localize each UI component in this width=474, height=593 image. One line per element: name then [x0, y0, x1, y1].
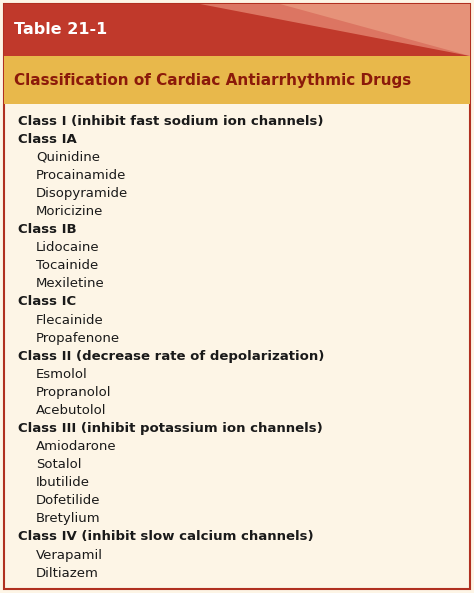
Text: Class III (inhibit potassium ion channels): Class III (inhibit potassium ion channel… — [18, 422, 323, 435]
Text: Table 21-1: Table 21-1 — [14, 23, 107, 37]
Text: Quinidine: Quinidine — [36, 151, 100, 164]
Text: Class I (inhibit fast sodium ion channels): Class I (inhibit fast sodium ion channel… — [18, 114, 323, 127]
Text: Classification of Cardiac Antiarrhythmic Drugs: Classification of Cardiac Antiarrhythmic… — [14, 72, 411, 88]
Text: Disopyramide: Disopyramide — [36, 187, 128, 200]
Text: Class IA: Class IA — [18, 133, 77, 146]
Text: Class IC: Class IC — [18, 295, 76, 308]
Text: Lidocaine: Lidocaine — [36, 241, 100, 254]
Text: Verapamil: Verapamil — [36, 549, 103, 562]
Text: Tocainide: Tocainide — [36, 259, 98, 272]
Text: Class IB: Class IB — [18, 223, 77, 236]
Polygon shape — [280, 4, 470, 56]
Text: Diltiazem: Diltiazem — [36, 566, 99, 579]
Text: Amiodarone: Amiodarone — [36, 440, 117, 453]
Text: Flecainide: Flecainide — [36, 314, 104, 327]
Text: Moricizine: Moricizine — [36, 205, 103, 218]
Bar — [4, 4, 470, 56]
Text: Class II (decrease rate of depolarization): Class II (decrease rate of depolarizatio… — [18, 350, 324, 363]
Text: Acebutolol: Acebutolol — [36, 404, 107, 417]
Text: Propafenone: Propafenone — [36, 331, 120, 345]
Text: Class IV (inhibit slow calcium channels): Class IV (inhibit slow calcium channels) — [18, 531, 314, 543]
Text: Dofetilide: Dofetilide — [36, 495, 100, 507]
Text: Procainamide: Procainamide — [36, 169, 127, 182]
Text: Esmolol: Esmolol — [36, 368, 88, 381]
Text: Bretylium: Bretylium — [36, 512, 100, 525]
Text: Sotalol: Sotalol — [36, 458, 82, 471]
Polygon shape — [200, 4, 470, 56]
Bar — [4, 56, 470, 104]
Text: Ibutilide: Ibutilide — [36, 476, 90, 489]
Text: Mexiletine: Mexiletine — [36, 278, 105, 291]
Text: Propranolol: Propranolol — [36, 386, 111, 399]
